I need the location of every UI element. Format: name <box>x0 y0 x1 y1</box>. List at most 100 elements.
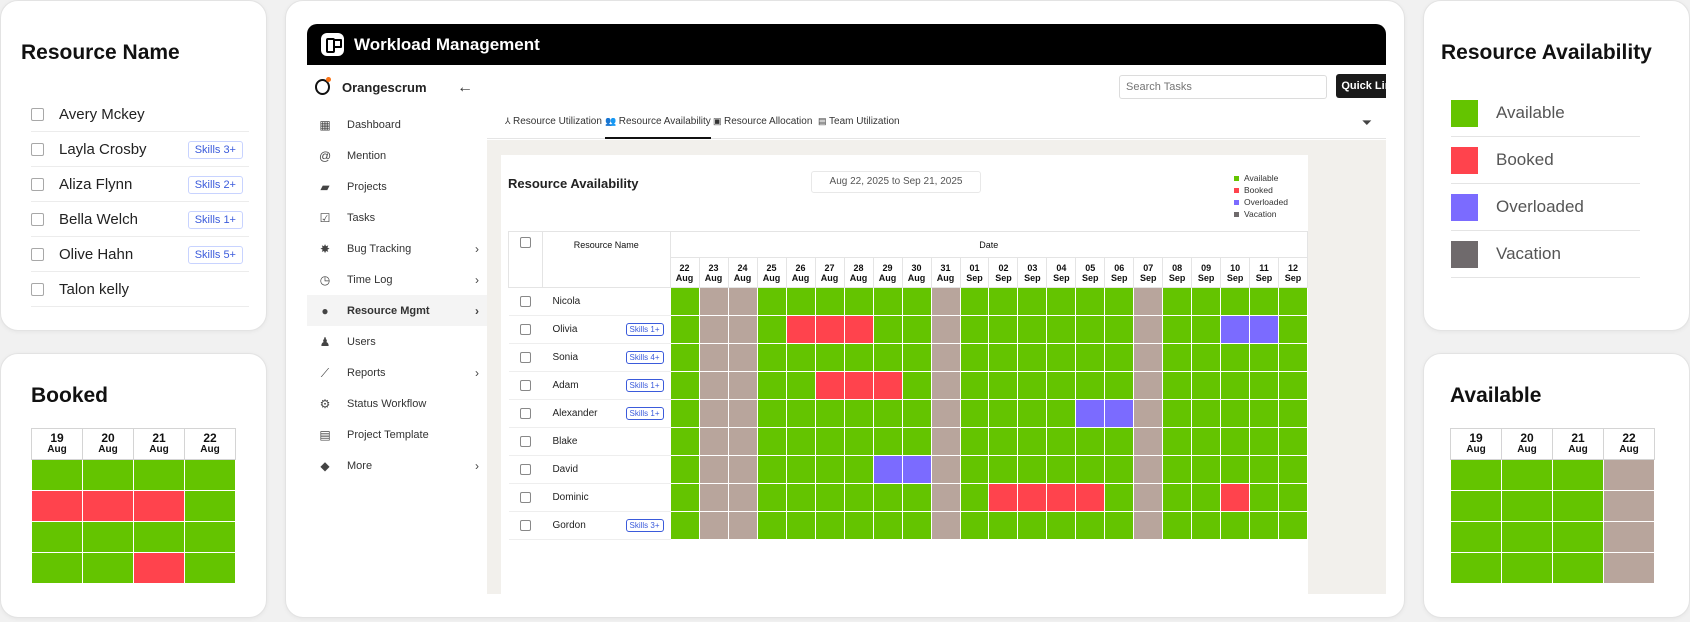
availability-cell <box>727 315 758 344</box>
skills-badge[interactable]: Skills 3+ <box>625 519 664 532</box>
availability-cell <box>1133 343 1164 372</box>
availability-cell <box>1191 343 1222 372</box>
row-checkbox[interactable] <box>519 520 531 531</box>
date-column-header: 20 Aug <box>82 428 134 460</box>
availability-cell <box>959 399 990 428</box>
legend-item: Overloaded <box>1234 196 1288 208</box>
availability-cell <box>959 343 990 372</box>
checkbox[interactable] <box>31 282 44 296</box>
date-month: Sep <box>1284 272 1302 283</box>
tab-resource-allocation[interactable]: ▣ Resource Allocation <box>713 107 812 139</box>
availability-cell <box>1552 521 1604 553</box>
row-checkbox[interactable] <box>519 324 531 335</box>
date-day: 19 <box>1469 431 1483 445</box>
sidebar-item-more[interactable]: ◆ More › <box>307 450 487 481</box>
sidebar-item-project-template[interactable]: ▤ Project Template <box>307 419 487 450</box>
sidebar-item-mention[interactable]: @ Mention <box>307 140 487 171</box>
availability-cell <box>1501 459 1553 491</box>
row-checkbox[interactable] <box>519 492 531 503</box>
availability-cell <box>988 455 1019 484</box>
availability-cell <box>785 399 816 428</box>
resource-name: Olivia <box>552 324 578 335</box>
date-column-header: 07 Sep <box>1133 257 1164 288</box>
availability-cell <box>1249 511 1279 540</box>
table-row: Nicola <box>508 287 1308 316</box>
booked-card: Booked 19 Aug 20 Aug 21 Aug 22 Aug <box>0 353 267 618</box>
arrow-left-icon[interactable]: ← <box>457 79 473 96</box>
checkbox[interactable] <box>31 107 44 121</box>
sidebar-item-tasks[interactable]: ☑ Tasks <box>307 202 487 233</box>
availability-cell <box>82 521 134 553</box>
tab-resource-availability[interactable]: 👥 Resource Availability <box>605 107 711 139</box>
row-checkbox[interactable] <box>519 380 531 391</box>
checkbox[interactable] <box>31 142 44 156</box>
skills-badge[interactable]: Skills 1+ <box>625 379 664 392</box>
availability-cell <box>1552 490 1604 522</box>
skills-badge[interactable]: Skills 1+ <box>625 407 664 420</box>
chevron-right-icon: › <box>475 272 479 287</box>
availability-cell <box>1249 483 1279 512</box>
date-day: 21 <box>1571 431 1585 445</box>
sidebar: Orangescrum ← ▦ Dashboard @ Mention ▰ Project… <box>307 65 487 594</box>
availability-cell <box>669 343 700 372</box>
checkbox[interactable] <box>31 177 44 191</box>
row-checkbox[interactable] <box>519 436 531 447</box>
availability-cell <box>1104 427 1135 456</box>
availability-grid: Resource Name Date 22 Aug 23 Aug 24 Aug 25 Aug 26 A… <box>508 231 1309 540</box>
availability-cell <box>1075 511 1106 540</box>
availability-cell <box>814 315 845 344</box>
row-select-cell <box>508 287 543 316</box>
sidebar-item-projects[interactable]: ▰ Projects <box>307 171 487 202</box>
availability-cell <box>1075 287 1106 316</box>
availability-cell <box>82 490 134 522</box>
quick-links-button[interactable]: Quick Links <box>1336 74 1386 98</box>
availability-cell <box>1552 552 1604 584</box>
date-range-picker[interactable]: Aug 22, 2025 to Sep 21, 2025 <box>811 171 981 193</box>
checkbox[interactable] <box>31 212 44 226</box>
select-all-checkbox[interactable] <box>519 237 531 248</box>
sidebar-item-reports[interactable]: ⟋ Reports › <box>307 357 487 388</box>
sidebar-item-users[interactable]: ♟ Users <box>307 326 487 357</box>
row-checkbox[interactable] <box>519 464 531 475</box>
row-checkbox[interactable] <box>519 296 531 307</box>
row-checkbox[interactable] <box>519 352 531 363</box>
availability-cell <box>184 490 236 522</box>
row-select-cell <box>508 371 543 400</box>
sidebar-item-resource-mgmt[interactable]: ● Resource Mgmt › <box>307 295 487 326</box>
table-row: David <box>508 455 1308 484</box>
availability-cell <box>756 511 787 540</box>
brand[interactable]: Orangescrum <box>315 77 427 95</box>
row-checkbox[interactable] <box>519 408 531 419</box>
date-header: Date <box>669 231 1309 258</box>
skills-badge[interactable]: Skills 4+ <box>625 351 664 364</box>
resource-name-cell: Nicola <box>542 287 671 316</box>
date-month: Sep <box>1082 272 1099 283</box>
skills-badge[interactable]: Skills 5+ <box>187 246 243 264</box>
skills-badge[interactable]: Skills 3+ <box>187 141 243 159</box>
availability-cell <box>1220 427 1251 456</box>
availability-cell <box>133 521 185 553</box>
tab-team-utilization[interactable]: ▤ Team Utilization <box>818 107 900 139</box>
date-day: 11 <box>1259 262 1269 273</box>
brand-name: Orangescrum <box>342 79 427 95</box>
sidebar-item-dashboard[interactable]: ▦ Dashboard <box>307 109 487 140</box>
tab-label: Resource Utilization <box>513 116 602 127</box>
availability-cell <box>1278 287 1308 316</box>
checkbox[interactable] <box>31 247 44 261</box>
availability-cell <box>1104 287 1135 316</box>
availability-cell <box>669 511 700 540</box>
sidebar-item-status-workflow[interactable]: ⚙ Status Workflow <box>307 388 487 419</box>
row-select-cell <box>508 483 543 512</box>
skills-badge[interactable]: Skills 1+ <box>187 211 243 229</box>
sidebar-item-bug-tracking[interactable]: ✸ Bug Tracking › <box>307 233 487 264</box>
availability-cell <box>1104 455 1135 484</box>
availability-cell <box>1017 315 1048 344</box>
tab-resource-utilization[interactable]: ⅄ Resource Utilization <box>505 107 602 139</box>
date-month: Aug <box>878 272 897 283</box>
skills-badge[interactable]: Skills 2+ <box>187 176 243 194</box>
filter-icon[interactable]: ⏷ <box>1361 115 1372 130</box>
sidebar-item-time-log[interactable]: ◷ Time Log › <box>307 264 487 295</box>
search-input[interactable] <box>1119 75 1327 99</box>
availability-cell <box>988 483 1019 512</box>
skills-badge[interactable]: Skills 1+ <box>625 323 664 336</box>
